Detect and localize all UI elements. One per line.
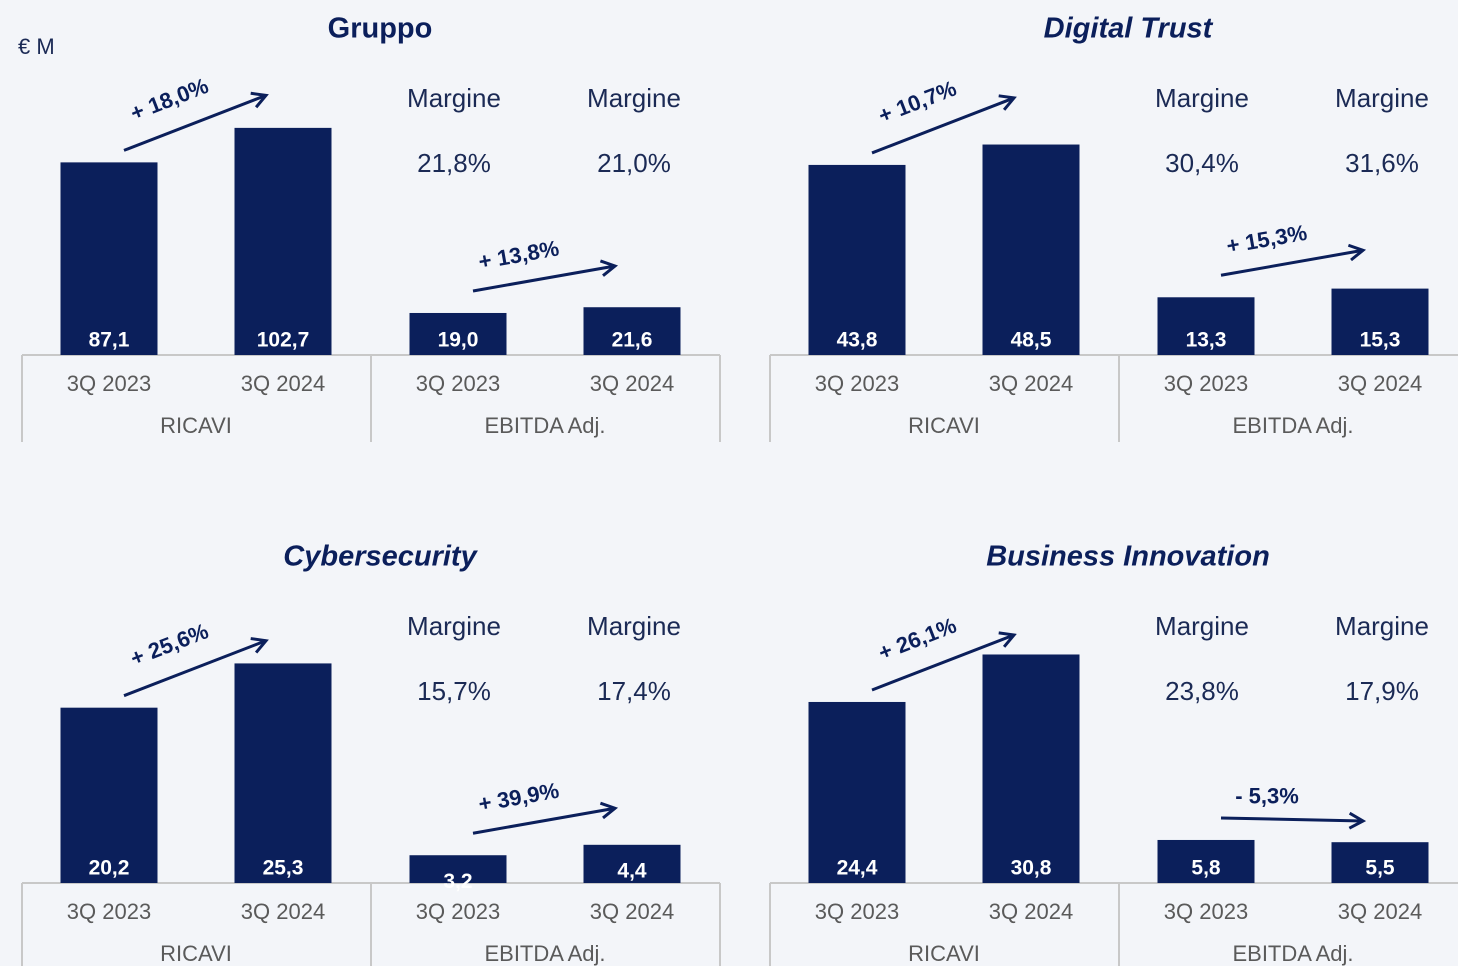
bar xyxy=(808,701,906,883)
value-label: 87,1 xyxy=(89,329,130,352)
growth-label: + 13,8% xyxy=(476,235,560,274)
value-label: 13,3 xyxy=(1186,329,1227,352)
group-label: EBITDA Adj. xyxy=(1232,941,1353,966)
value-label: 21,6 xyxy=(612,329,653,352)
bar xyxy=(409,855,507,883)
x-tick-label: 3Q 2024 xyxy=(1338,371,1422,396)
margin-label: Margine xyxy=(407,611,501,641)
bar xyxy=(1331,842,1429,883)
bar xyxy=(1331,288,1429,355)
value-label: 24,4 xyxy=(837,857,878,880)
growth-arrow xyxy=(871,98,1014,155)
margin-label: Margine xyxy=(587,83,681,113)
bar xyxy=(982,654,1080,883)
x-tick-label: 3Q 2023 xyxy=(815,371,899,396)
group-label: RICAVI xyxy=(160,413,232,438)
bar xyxy=(234,127,332,355)
group-label: EBITDA Adj. xyxy=(484,941,605,966)
bar xyxy=(409,312,507,355)
growth-arrow xyxy=(1220,818,1363,821)
x-tick-label: 3Q 2024 xyxy=(989,899,1073,924)
growth-label: + 15,3% xyxy=(1224,220,1308,259)
bar xyxy=(60,162,158,355)
bar xyxy=(234,663,332,883)
value-label: 15,3 xyxy=(1360,329,1401,352)
group-label: EBITDA Adj. xyxy=(484,413,605,438)
growth-label: - 5,3% xyxy=(1235,783,1299,808)
growth-arrow xyxy=(472,266,615,293)
margin-value: 15,7% xyxy=(417,676,491,706)
margin-value: 23,8% xyxy=(1165,676,1239,706)
bar xyxy=(982,144,1080,355)
panel-title: Gruppo xyxy=(328,13,433,45)
group-label: EBITDA Adj. xyxy=(1232,413,1353,438)
panel-title: Cybersecurity xyxy=(283,541,478,573)
value-label: 25,3 xyxy=(263,857,304,880)
value-label: 30,8 xyxy=(1011,857,1052,880)
margin-label: Margine xyxy=(1155,83,1249,113)
growth-label: + 39,9% xyxy=(476,778,560,817)
unit-label: € M xyxy=(18,34,55,59)
growth-arrow xyxy=(472,808,615,835)
growth-arrow xyxy=(871,635,1014,692)
value-label: 3,2 xyxy=(443,870,472,893)
x-tick-label: 3Q 2024 xyxy=(989,371,1073,396)
x-tick-label: 3Q 2024 xyxy=(590,899,674,924)
panel-title: Business Innovation xyxy=(986,541,1270,573)
growth-label: + 18,0% xyxy=(127,73,212,126)
margin-value: 17,9% xyxy=(1345,676,1419,706)
x-tick-label: 3Q 2024 xyxy=(590,371,674,396)
growth-label: + 26,1% xyxy=(875,613,960,666)
value-label: 20,2 xyxy=(89,857,130,880)
bar xyxy=(808,164,906,355)
bar xyxy=(60,707,158,883)
margin-value: 31,6% xyxy=(1345,148,1419,178)
x-tick-label: 3Q 2023 xyxy=(815,899,899,924)
margin-value: 30,4% xyxy=(1165,148,1239,178)
x-tick-label: 3Q 2023 xyxy=(67,371,151,396)
margin-value: 21,0% xyxy=(597,148,671,178)
value-label: 43,8 xyxy=(837,329,878,352)
group-label: RICAVI xyxy=(908,413,980,438)
panel-title: Digital Trust xyxy=(1044,13,1214,45)
margin-label: Margine xyxy=(1335,611,1429,641)
value-label: 48,5 xyxy=(1011,329,1052,352)
growth-arrow xyxy=(1220,250,1363,277)
growth-label: + 25,6% xyxy=(127,618,212,671)
value-label: 102,7 xyxy=(257,329,310,352)
margin-label: Margine xyxy=(1155,611,1249,641)
x-tick-label: 3Q 2023 xyxy=(1164,371,1248,396)
value-label: 5,5 xyxy=(1365,857,1395,880)
bar xyxy=(583,844,681,883)
margin-label: Margine xyxy=(1335,83,1429,113)
x-tick-label: 3Q 2023 xyxy=(416,899,500,924)
x-tick-label: 3Q 2023 xyxy=(416,371,500,396)
growth-arrow xyxy=(123,95,266,152)
x-tick-label: 3Q 2023 xyxy=(1164,899,1248,924)
margin-value: 21,8% xyxy=(417,148,491,178)
x-tick-label: 3Q 2024 xyxy=(241,371,325,396)
value-label: 4,4 xyxy=(617,859,647,882)
margin-value: 17,4% xyxy=(597,676,671,706)
x-tick-label: 3Q 2024 xyxy=(1338,899,1422,924)
group-label: RICAVI xyxy=(160,941,232,966)
margin-label: Margine xyxy=(407,83,501,113)
value-label: 19,0 xyxy=(438,329,479,352)
bar xyxy=(1157,839,1255,883)
x-tick-label: 3Q 2023 xyxy=(67,899,151,924)
margin-label: Margine xyxy=(587,611,681,641)
growth-label: + 10,7% xyxy=(875,76,960,129)
growth-arrow xyxy=(123,641,266,698)
group-label: RICAVI xyxy=(908,941,980,966)
value-label: 5,8 xyxy=(1191,857,1221,880)
bar xyxy=(583,307,681,355)
bar xyxy=(1157,297,1255,355)
x-tick-label: 3Q 2024 xyxy=(241,899,325,924)
